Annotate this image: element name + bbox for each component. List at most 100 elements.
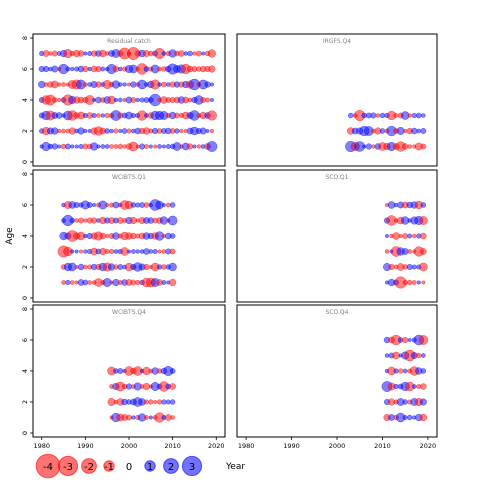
y-tick-label: 6: [21, 338, 29, 342]
bubble: [174, 128, 180, 134]
bubble: [55, 112, 63, 119]
bubble: [371, 144, 376, 149]
bubble-group: [383, 200, 428, 289]
bubble: [51, 143, 58, 150]
bubble: [105, 233, 110, 239]
bubble: [415, 112, 422, 119]
bubble: [402, 415, 408, 420]
bubble: [206, 141, 218, 152]
bubble: [74, 218, 79, 223]
bubble: [104, 248, 110, 255]
y-tick-label: 6: [21, 203, 29, 207]
bubble: [152, 249, 158, 254]
bubble: [421, 113, 426, 118]
bubble: [87, 280, 93, 285]
x-tick-label: 2000: [329, 442, 346, 450]
bubble: [61, 280, 66, 285]
bubble: [157, 66, 162, 72]
bubble: [205, 97, 211, 103]
bubble-group: [345, 109, 427, 153]
bubble: [393, 113, 399, 118]
bubble: [406, 279, 413, 286]
panel-title: WCIBTS.Q4: [112, 309, 146, 316]
bubble: [392, 232, 400, 240]
bubble: [161, 81, 167, 88]
bubble: [165, 202, 171, 208]
bubble: [121, 128, 128, 134]
bubble: [407, 233, 413, 239]
bubble: [117, 368, 124, 374]
legend-label: 1: [147, 462, 153, 473]
bubble: [375, 113, 381, 118]
bubble: [118, 66, 123, 72]
bubble: [418, 335, 429, 345]
bubble: [420, 202, 427, 208]
bubble: [402, 233, 409, 239]
bubble: [126, 414, 132, 421]
bubble: [135, 97, 140, 103]
bubble: [208, 65, 216, 73]
bubble: [77, 50, 85, 57]
bubble: [83, 249, 88, 254]
bubble: [209, 97, 214, 103]
bubble: [403, 128, 408, 134]
legend-bubble: [81, 458, 97, 474]
bubble: [161, 144, 166, 149]
bubble: [169, 368, 176, 374]
x-tick-label: 1990: [283, 442, 300, 450]
bubble: [402, 279, 408, 286]
bubble: [125, 383, 133, 390]
panel-title: SCO.Q4: [326, 309, 349, 316]
bubble: [92, 202, 97, 208]
bubble-group: [38, 47, 218, 152]
bubble: [407, 249, 413, 254]
bubble: [130, 202, 137, 208]
bubble: [411, 280, 417, 285]
bubble: [207, 49, 216, 58]
bubble: [42, 65, 50, 73]
bubble: [113, 128, 119, 134]
bubble: [169, 233, 176, 239]
bubble: [379, 112, 386, 119]
bubble: [401, 143, 409, 150]
bubble: [411, 127, 418, 135]
bubble: [161, 51, 167, 56]
bubble: [419, 413, 428, 422]
bubble-group: [381, 334, 429, 423]
bubble: [57, 97, 62, 103]
bubble: [57, 82, 62, 87]
bubble: [416, 280, 421, 285]
bubble: [130, 249, 136, 254]
bubble: [402, 368, 408, 374]
bubble: [379, 128, 386, 134]
legend-bubble: [181, 455, 203, 477]
bubble: [407, 113, 412, 118]
bubble: [402, 336, 409, 344]
bubble: [418, 262, 428, 272]
bubble: [204, 81, 211, 88]
bubble: [82, 264, 88, 270]
bubble: [411, 112, 417, 119]
bubble: [126, 128, 132, 134]
bubble: [69, 217, 75, 224]
bubble: [112, 201, 120, 209]
bubble: [48, 51, 53, 56]
bubble: [83, 128, 88, 134]
bubble: [168, 278, 177, 287]
bubble: [139, 143, 146, 150]
bubble: [209, 128, 214, 134]
y-tick-label: 8: [21, 307, 29, 311]
bubble: [69, 280, 75, 285]
bubble: [74, 249, 79, 254]
bubble: [104, 128, 110, 134]
bubble: [411, 264, 417, 270]
y-tick-label: 6: [21, 67, 29, 71]
bubble: [416, 352, 422, 359]
bubble: [83, 218, 88, 223]
bubble: [78, 217, 84, 224]
bubble: [135, 279, 141, 286]
y-tick-label: 4: [21, 234, 29, 238]
bubble: [192, 144, 197, 149]
bubble: [168, 262, 177, 272]
bubble: [117, 264, 124, 270]
